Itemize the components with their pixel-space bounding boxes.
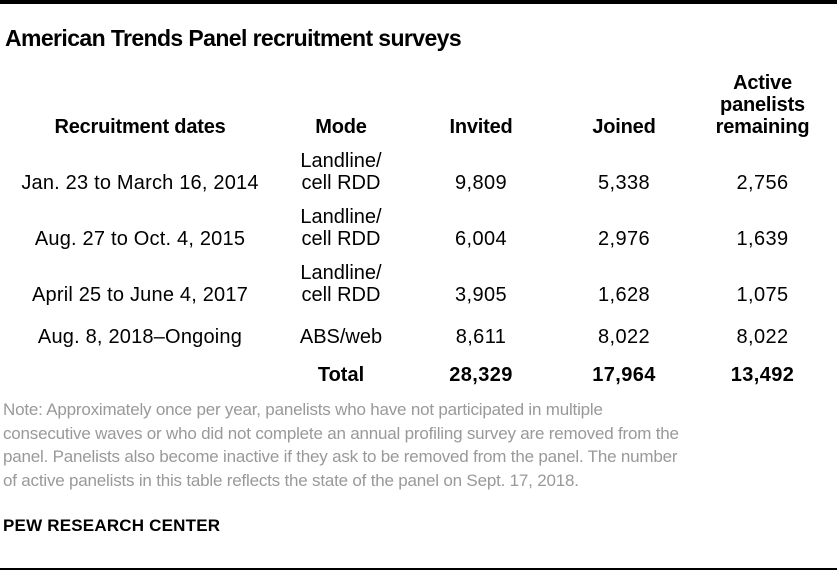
- cell-mode: Landline/ cell RDD: [300, 206, 382, 250]
- cell-active: 2,756: [736, 172, 789, 194]
- cell-joined: 8,022: [597, 326, 651, 348]
- cell-active: 1,639: [736, 228, 789, 250]
- total-label: Total: [317, 364, 365, 386]
- cell-invited: 6,004: [454, 228, 508, 250]
- table-total-row: Total 28,329 17,964 13,492: [0, 354, 837, 392]
- figure-title: American Trends Panel recruitment survey…: [5, 25, 462, 51]
- source-label: PEW RESEARCH CENTER: [3, 516, 221, 535]
- table-row-2017: April 25 to June 4, 2017 Landline/ cell …: [0, 256, 837, 312]
- column-header-active-panelists-remaining: Active panelists remaining: [715, 72, 810, 138]
- cell-mode: Landline/ cell RDD: [300, 150, 382, 194]
- cell-invited: 8,611: [455, 326, 507, 348]
- cell-dates: Aug. 8, 2018–Ongoing: [37, 326, 243, 348]
- column-header-invited: Invited: [449, 116, 513, 138]
- total-joined: 17,964: [592, 364, 656, 386]
- table-row-2018: Aug. 8, 2018–Ongoing ABS/web 8,611 8,022…: [0, 312, 837, 354]
- cell-dates: Jan. 23 to March 16, 2014: [21, 172, 259, 194]
- figure-note: Note: Approximately once per year, panel…: [3, 400, 679, 490]
- cell-joined: 5,338: [597, 172, 651, 194]
- top-divider-bar: [0, 0, 837, 4]
- table-row-2015: Aug. 27 to Oct. 4, 2015 Landline/ cell R…: [0, 200, 837, 256]
- cell-active: 8,022: [736, 326, 789, 348]
- column-header-mode: Mode: [315, 116, 367, 138]
- table-header-row: Recruitment dates Mode Invited Joined Ac…: [0, 66, 837, 144]
- cell-dates: April 25 to June 4, 2017: [31, 284, 249, 306]
- cell-invited: 9,809: [454, 172, 508, 194]
- cell-joined: 2,976: [597, 228, 651, 250]
- column-header-joined: Joined: [592, 116, 656, 138]
- cell-active: 1,075: [736, 284, 789, 306]
- total-active: 13,492: [730, 364, 795, 386]
- cell-invited: 3,905: [454, 284, 508, 306]
- cell-dates: Aug. 27 to Oct. 4, 2015: [34, 228, 246, 250]
- table-row-2014: Jan. 23 to March 16, 2014 Landline/ cell…: [0, 144, 837, 200]
- cell-mode: Landline/ cell RDD: [300, 262, 382, 306]
- cell-mode: ABS/web: [299, 326, 383, 348]
- total-invited: 28,329: [449, 364, 513, 386]
- cell-empty: [0, 354, 280, 392]
- cell-joined: 1,628: [597, 284, 651, 306]
- bottom-divider-line: [0, 568, 837, 570]
- recruitment-table: Recruitment dates Mode Invited Joined Ac…: [0, 66, 837, 392]
- column-header-recruitment-dates: Recruitment dates: [54, 116, 226, 138]
